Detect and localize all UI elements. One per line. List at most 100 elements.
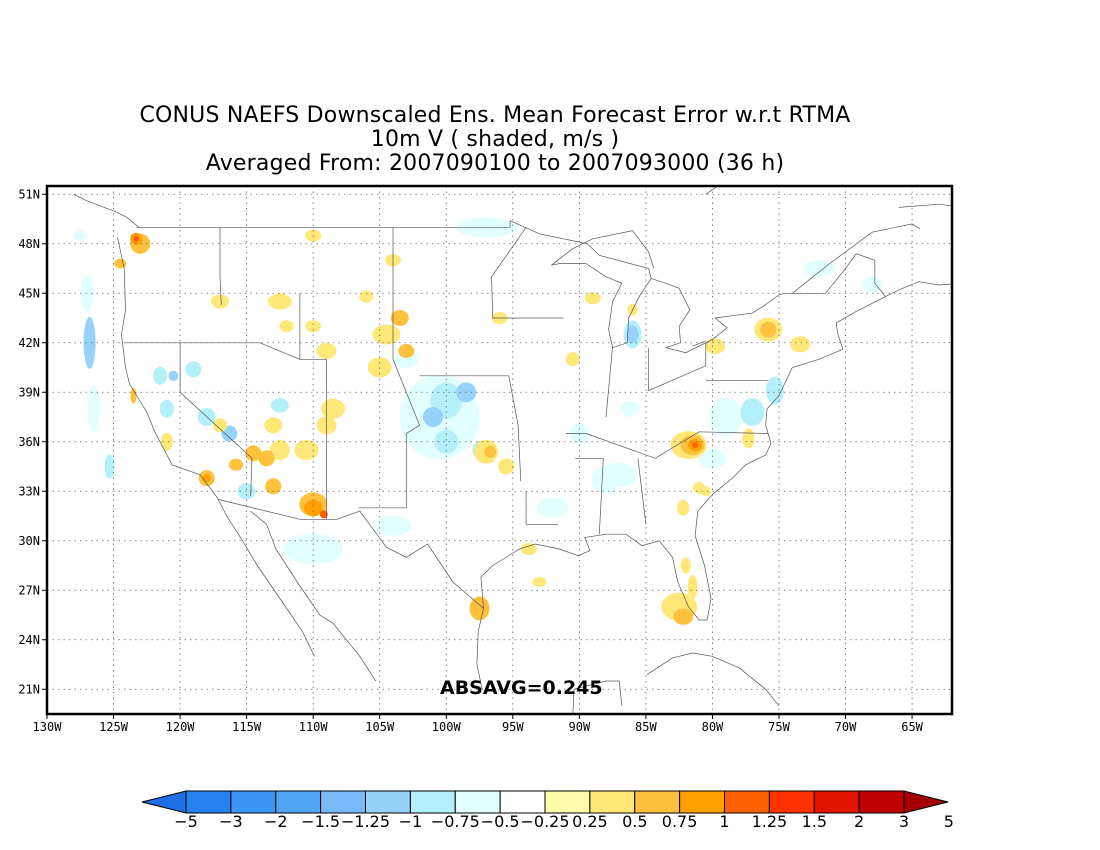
shaded-error-patch — [319, 510, 328, 519]
shaded-error-patch — [130, 387, 137, 404]
colorbar-box — [768, 790, 815, 814]
lon-tick-label: 65W — [901, 720, 923, 734]
coastline-segment — [480, 281, 952, 621]
colorbar-label: −1.25 — [341, 812, 390, 831]
shaded-error-patch — [398, 344, 415, 358]
shaded-error-patch — [673, 608, 694, 625]
shaded-error-patch — [133, 235, 140, 242]
lon-tick-label: 105W — [365, 720, 395, 734]
shaded-error-patch — [83, 316, 96, 369]
colorbar-label: 0.75 — [662, 812, 698, 831]
colorbar-label: 5 — [944, 812, 954, 831]
shaded-error-patch — [601, 462, 638, 487]
shaded-error-patch — [484, 445, 497, 458]
colorbar-box — [185, 790, 232, 814]
coastline-segment — [575, 457, 604, 535]
shaded-error-patch — [584, 292, 601, 305]
shaded-error-patch — [269, 440, 290, 460]
coastline-segment — [218, 499, 484, 609]
lat-tick-label: 30N — [18, 534, 40, 548]
shaded-error-patch — [692, 442, 699, 449]
shaded-error-patch — [73, 230, 88, 241]
lat-tick-label: 48N — [18, 237, 40, 251]
coastline-segment — [647, 652, 780, 707]
colorbar-label: −1 — [399, 812, 423, 831]
coastline-segment — [898, 203, 952, 208]
shaded-error-patch — [705, 338, 726, 355]
latitude-tick-labels: 21N 24N 27N 30N 33N 36N 39N 42N 45N 48N 51N — [18, 187, 47, 696]
colorbar-box — [679, 790, 726, 814]
coastline-segment — [648, 342, 707, 391]
shaded-error-patch — [264, 417, 283, 434]
lat-tick-label: 36N — [18, 435, 40, 449]
shaded-error-patch — [321, 398, 346, 419]
shaded-error-patch — [245, 445, 262, 462]
lat-tick-label: 42N — [18, 336, 40, 350]
colorbar-label: −1.5 — [301, 812, 340, 831]
colorbar-box — [858, 790, 905, 814]
lat-tick-label: 27N — [18, 583, 40, 597]
colorbar-box — [634, 790, 681, 814]
shaded-error-patch — [434, 429, 459, 454]
shaded-error-patch — [375, 515, 411, 536]
coastline-segment — [651, 253, 886, 354]
chart-title: CONUS NAEFS Downscaled Ens. Mean Forecas… — [139, 103, 851, 128]
colorbar-label: 2 — [854, 812, 864, 831]
coastline-segment — [692, 340, 706, 347]
shaded-error-patch — [265, 478, 282, 495]
coastline-segment — [250, 510, 376, 682]
colorbar-label: −0.75 — [431, 812, 480, 831]
shaded-error-patch — [790, 336, 811, 353]
colorbar-box — [544, 790, 591, 814]
coastline-segment — [358, 227, 421, 509]
colorbar-box — [724, 790, 770, 814]
chart-subtitle: 10m V ( shaded, m/s ) — [370, 127, 620, 152]
colorbar-label: −0.25 — [520, 812, 569, 831]
colorbar-label: −3 — [219, 812, 243, 831]
shaded-error-patch — [677, 499, 690, 516]
lat-tick-label: 45N — [18, 286, 40, 300]
lon-tick-label: 75W — [768, 720, 790, 734]
shaded-error-patch — [114, 258, 127, 269]
shaded-error-patch — [520, 543, 537, 555]
longitude-tick-labels: 130W 125W 120W 115W 110W 105W 100W 95W 90W 85W 80W… — [33, 714, 924, 734]
shaded-error-patch — [740, 398, 765, 427]
absavg-annotation: ABSAVG=0.245 — [440, 677, 603, 699]
shaded-error-patch — [229, 458, 243, 471]
coastline-segment — [509, 220, 652, 349]
shaded-error-patch — [153, 366, 168, 385]
colorbar-label: −0.5 — [481, 812, 520, 831]
coastline-segment — [219, 227, 222, 305]
shaded-error-patch — [680, 557, 691, 574]
colorbar-label: 0.25 — [572, 812, 608, 831]
shaded-error-patch — [104, 454, 115, 479]
lon-tick-label: 115W — [232, 720, 262, 734]
shaded-error-patch — [469, 596, 490, 621]
coastline-segment — [605, 346, 613, 418]
lon-tick-label: 95W — [502, 720, 524, 734]
chart-averaging-period: Averaged From: 2007090100 to 2007093000 … — [205, 151, 785, 176]
colorbar-box — [813, 790, 860, 814]
shaded-error-patch — [532, 577, 547, 587]
lon-tick-label: 80W — [702, 720, 724, 734]
shaded-error-patch — [619, 400, 640, 417]
coastline-segment — [551, 230, 655, 269]
shaded-error-patch — [304, 499, 323, 516]
coastline-segment — [476, 608, 484, 690]
colorbar-box — [275, 790, 322, 814]
coastline-segment — [136, 220, 511, 228]
shaded-error-patch — [258, 450, 275, 467]
colorbar-label: 1.5 — [802, 812, 827, 831]
lat-tick-label: 24N — [18, 633, 40, 647]
shaded-error-patch — [536, 497, 569, 518]
colorbar-label: 1 — [719, 812, 729, 831]
shaded-error-patch — [766, 376, 784, 405]
shaded-error-patch — [87, 384, 100, 433]
shaded-error-patch — [359, 290, 374, 303]
coastline-outlines — [73, 186, 952, 714]
shaded-error-patch — [185, 361, 202, 378]
colorbar-label: −2 — [264, 812, 288, 831]
colorbar-box — [230, 790, 277, 814]
lon-tick-label: 85W — [635, 720, 657, 734]
lat-tick-label: 51N — [18, 187, 40, 201]
